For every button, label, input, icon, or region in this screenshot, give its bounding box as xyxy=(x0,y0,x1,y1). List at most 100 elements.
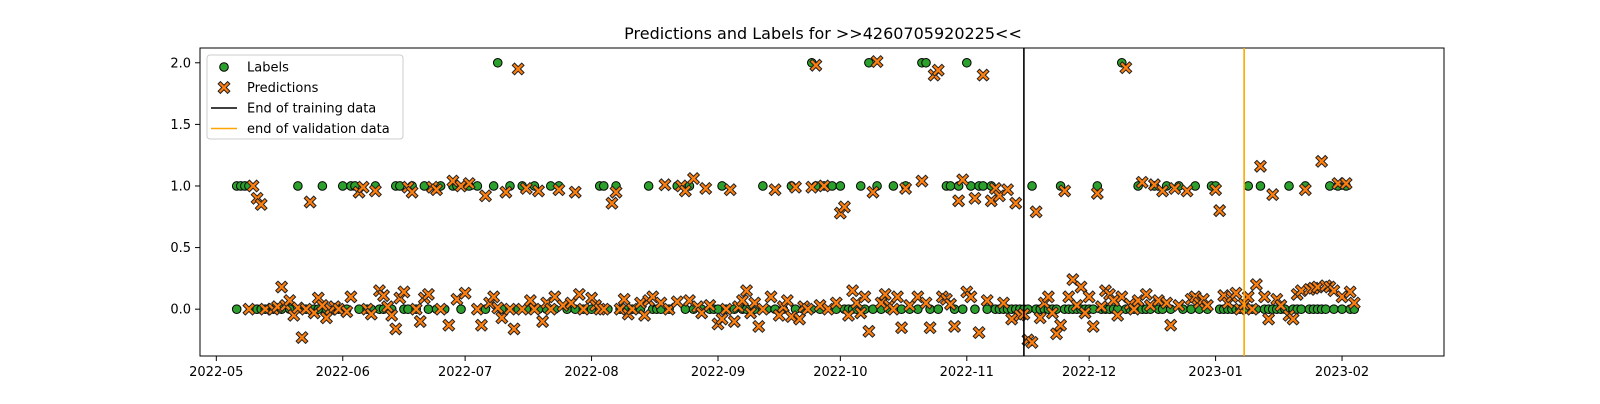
marker-fill xyxy=(537,316,548,327)
prediction-point xyxy=(552,183,566,197)
prediction-point xyxy=(315,298,329,313)
marker-fill xyxy=(1300,184,1311,195)
marker-fill xyxy=(218,82,230,93)
marker-fill xyxy=(447,175,459,187)
marker-fill xyxy=(1079,307,1091,319)
marker-fill xyxy=(472,304,483,315)
marker-fill xyxy=(1092,188,1103,199)
prediction-point xyxy=(1078,306,1092,320)
marker-fill xyxy=(904,300,915,311)
marker-fill xyxy=(1173,300,1185,311)
x-tick-label: 2022-07 xyxy=(438,365,492,380)
marker-fill xyxy=(806,182,817,193)
prediction-point xyxy=(1001,183,1015,197)
marker-fill xyxy=(341,306,352,317)
marker-fill xyxy=(276,281,287,293)
prediction-point xyxy=(772,308,786,322)
marker-fill xyxy=(769,184,781,195)
marker-fill xyxy=(1096,301,1107,312)
prediction-point xyxy=(1151,293,1166,308)
marker-fill xyxy=(1345,286,1356,298)
prediction-point xyxy=(1339,176,1353,191)
marker-fill xyxy=(415,316,426,327)
marker-fill xyxy=(871,56,883,67)
prediction-point xyxy=(980,293,994,308)
prediction-point xyxy=(409,302,423,316)
prediction-point xyxy=(1037,296,1051,310)
prediction-point xyxy=(1241,290,1255,304)
label-point xyxy=(598,181,609,191)
prediction-point xyxy=(544,302,558,316)
prediction-point xyxy=(478,189,493,203)
label-point xyxy=(423,304,434,314)
label-point xyxy=(293,181,303,191)
prediction-point xyxy=(1086,319,1100,334)
marker-fill xyxy=(680,185,691,197)
marker-fill xyxy=(464,178,475,189)
prediction-point xyxy=(421,287,435,301)
marker-fill xyxy=(700,183,711,194)
marker-fill xyxy=(288,310,299,321)
marker-fill xyxy=(390,323,401,335)
marker-fill xyxy=(431,184,442,195)
prediction-point xyxy=(894,321,909,335)
prediction-point xyxy=(943,297,958,311)
marker-fill xyxy=(672,296,683,307)
marker-fill xyxy=(1157,185,1168,197)
marker-fill xyxy=(521,183,532,194)
marker-fill xyxy=(333,304,344,315)
prediction-point xyxy=(841,308,856,322)
prediction-point xyxy=(752,319,766,334)
prediction-point xyxy=(1066,273,1080,287)
marker-fill xyxy=(610,186,622,198)
legend-label: end of validation data xyxy=(247,122,390,137)
prediction-point xyxy=(817,179,831,193)
prediction-point xyxy=(1245,302,1259,316)
marker-fill xyxy=(831,297,842,309)
marker-fill xyxy=(357,182,369,193)
x-tick-label: 2022-08 xyxy=(564,365,618,380)
prediction-point xyxy=(735,293,750,308)
prediction-point xyxy=(686,172,701,186)
x-tick-label: 2022-05 xyxy=(189,365,243,380)
marker-fill xyxy=(1120,62,1132,73)
marker-fill xyxy=(924,322,936,333)
marker-fill xyxy=(1275,300,1287,311)
prediction-point xyxy=(1025,335,1039,350)
prediction-point xyxy=(756,302,770,316)
marker-fill xyxy=(765,291,777,303)
prediction-point xyxy=(556,298,570,313)
prediction-point xyxy=(474,318,488,332)
prediction-point xyxy=(576,302,590,316)
prediction-point xyxy=(1343,285,1357,299)
prediction-point xyxy=(254,197,268,212)
prediction-point xyxy=(1209,183,1223,197)
prediction-point xyxy=(1315,154,1329,168)
marker-fill xyxy=(1051,328,1062,339)
prediction-point xyxy=(344,290,358,304)
prediction-point xyxy=(462,176,476,191)
prediction-point xyxy=(1090,186,1104,200)
prediction-point xyxy=(1168,181,1182,196)
prediction-point xyxy=(584,291,599,305)
marker-fill xyxy=(366,308,377,320)
marker-fill xyxy=(1181,185,1193,197)
marker-fill xyxy=(729,316,740,327)
prediction-point xyxy=(1266,188,1280,202)
prediction-point xyxy=(389,322,403,336)
prediction-point xyxy=(805,180,819,194)
label-point xyxy=(231,304,242,314)
prediction-point xyxy=(1054,318,1068,332)
prediction-point xyxy=(1094,300,1108,314)
marker-fill xyxy=(973,327,985,338)
marker-fill xyxy=(1263,313,1274,325)
label-point xyxy=(1027,181,1037,191)
prediction-point xyxy=(458,286,472,300)
marker-fill xyxy=(488,291,499,303)
marker-fill xyxy=(1202,300,1213,311)
label-point xyxy=(1255,181,1266,191)
marker-fill xyxy=(998,297,1009,309)
marker-fill xyxy=(504,304,516,315)
marker-fill xyxy=(1169,183,1180,194)
marker-fill xyxy=(398,286,410,298)
